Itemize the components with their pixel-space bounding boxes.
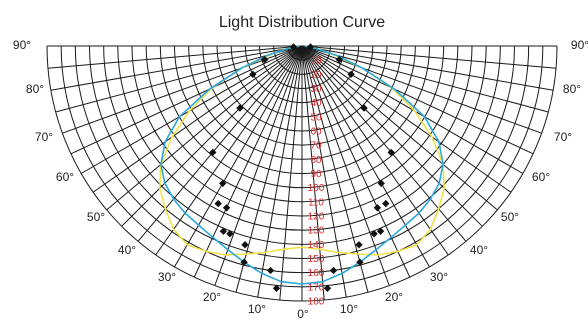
data-point-marker <box>289 43 298 51</box>
radial-tick-label: 150 <box>308 254 325 265</box>
grid-spoke <box>301 45 549 113</box>
series-curve-2 <box>160 45 444 285</box>
grid-spoke <box>301 45 430 268</box>
angle-tick-label: 60° <box>532 170 550 184</box>
grid-spoke <box>301 45 534 155</box>
data-point-marker <box>306 43 315 51</box>
angle-tick-label: 20° <box>203 290 221 304</box>
grid-spoke <box>47 45 303 69</box>
data-point-marker <box>355 241 363 249</box>
data-point-marker <box>370 230 378 238</box>
radial-tick-label: 10 <box>310 56 322 67</box>
data-point-marker <box>272 284 281 292</box>
radial-tick-label: 180 <box>308 297 325 308</box>
radial-tick-label: 70 <box>310 141 322 152</box>
radial-tick-label: 140 <box>308 240 325 251</box>
polar-grid <box>46 45 558 302</box>
grid-spoke <box>70 45 303 155</box>
grid-spoke <box>193 45 303 278</box>
grid-spoke <box>301 45 411 278</box>
radial-tick-label: 120 <box>308 212 325 223</box>
grid-spoke <box>279 45 303 301</box>
radial-tick-label: 30 <box>310 84 322 95</box>
grid-spoke <box>301 45 557 69</box>
grid-spoke <box>55 45 303 113</box>
data-point-marker <box>261 55 269 64</box>
grid-spoke <box>301 45 498 211</box>
grid-spoke <box>301 45 369 293</box>
grid-spoke <box>50 45 303 91</box>
grid-spoke <box>257 45 303 298</box>
grid-spoke <box>121 45 303 227</box>
series-curve-1 <box>159 45 445 256</box>
radial-tick-label: 60 <box>310 127 322 138</box>
angle-tick-label: 30° <box>430 270 448 284</box>
angle-tick-label: 10° <box>248 302 266 316</box>
angle-tick-label: 60° <box>56 170 74 184</box>
data-point-marker <box>219 227 228 235</box>
data-point-marker <box>382 199 390 208</box>
angle-tick-label: 30° <box>158 270 176 284</box>
data-point-marker <box>329 266 338 275</box>
grid-spoke <box>301 45 554 91</box>
data-point-marker <box>356 258 364 266</box>
series-layer <box>159 45 445 285</box>
radial-tick-label: 170 <box>308 282 325 293</box>
grid-spoke <box>214 45 303 286</box>
data-point-marker <box>266 266 275 275</box>
grid-spoke <box>301 45 483 227</box>
radial-tick-label: 130 <box>308 226 325 237</box>
angle-tick-label: 80° <box>563 82 581 96</box>
grid-spoke <box>301 45 449 256</box>
radial-tick-label: 160 <box>308 268 325 279</box>
grid-spoke <box>92 45 303 193</box>
data-point-marker <box>323 284 332 292</box>
radial-tick-label: 110 <box>308 197 324 208</box>
grid-spoke <box>301 45 390 286</box>
grid-spoke <box>155 45 303 256</box>
angle-tick-label: 10° <box>340 302 358 316</box>
grid-spoke <box>301 45 325 301</box>
radial-tick-label: 20 <box>310 70 322 81</box>
radial-tick-label: 80 <box>310 155 322 166</box>
angle-tick-label: 50° <box>501 210 519 224</box>
radial-tick-label: 100 <box>308 183 325 194</box>
grid-spoke <box>174 45 303 268</box>
grid-spoke <box>235 45 303 293</box>
data-point-marker <box>347 70 355 78</box>
data-point-marker <box>377 179 385 188</box>
data-point-marker <box>376 227 385 235</box>
grid-spoke <box>106 45 303 211</box>
data-point-marker <box>373 204 382 212</box>
radial-tick-label: 50 <box>310 112 322 123</box>
angle-tick-label: 80° <box>26 82 44 96</box>
angle-tick-label: 20° <box>385 290 403 304</box>
data-point-marker <box>219 179 227 188</box>
angle-tick-label: 50° <box>87 210 105 224</box>
data-point-marker <box>236 104 244 112</box>
label-layer: 10 20 30 40 50 60 70 80 90 100 110 120 130 140 150 160 1… <box>13 38 588 321</box>
data-point-marker <box>222 204 231 212</box>
radial-tick-label: 40 <box>310 98 322 109</box>
angle-tick-label: 90° <box>571 38 588 52</box>
angle-tick-label: 40° <box>470 243 488 257</box>
data-point-marker <box>214 199 222 208</box>
angle-tick-label: 40° <box>118 243 136 257</box>
grid-spoke <box>301 45 347 298</box>
angle-tick-label: 70° <box>554 130 572 144</box>
angle-tick-label: 0° <box>297 307 309 321</box>
data-point-marker <box>241 241 249 249</box>
angle-tick-label: 90° <box>13 38 31 52</box>
data-point-marker <box>240 258 248 266</box>
data-point-marker <box>249 70 257 78</box>
data-point-marker <box>360 104 368 112</box>
radial-tick-label: 90 <box>310 169 322 180</box>
chart-title: Light Distribution Curve <box>219 14 385 31</box>
angle-tick-label: 70° <box>35 130 53 144</box>
grid-spoke <box>301 45 512 193</box>
